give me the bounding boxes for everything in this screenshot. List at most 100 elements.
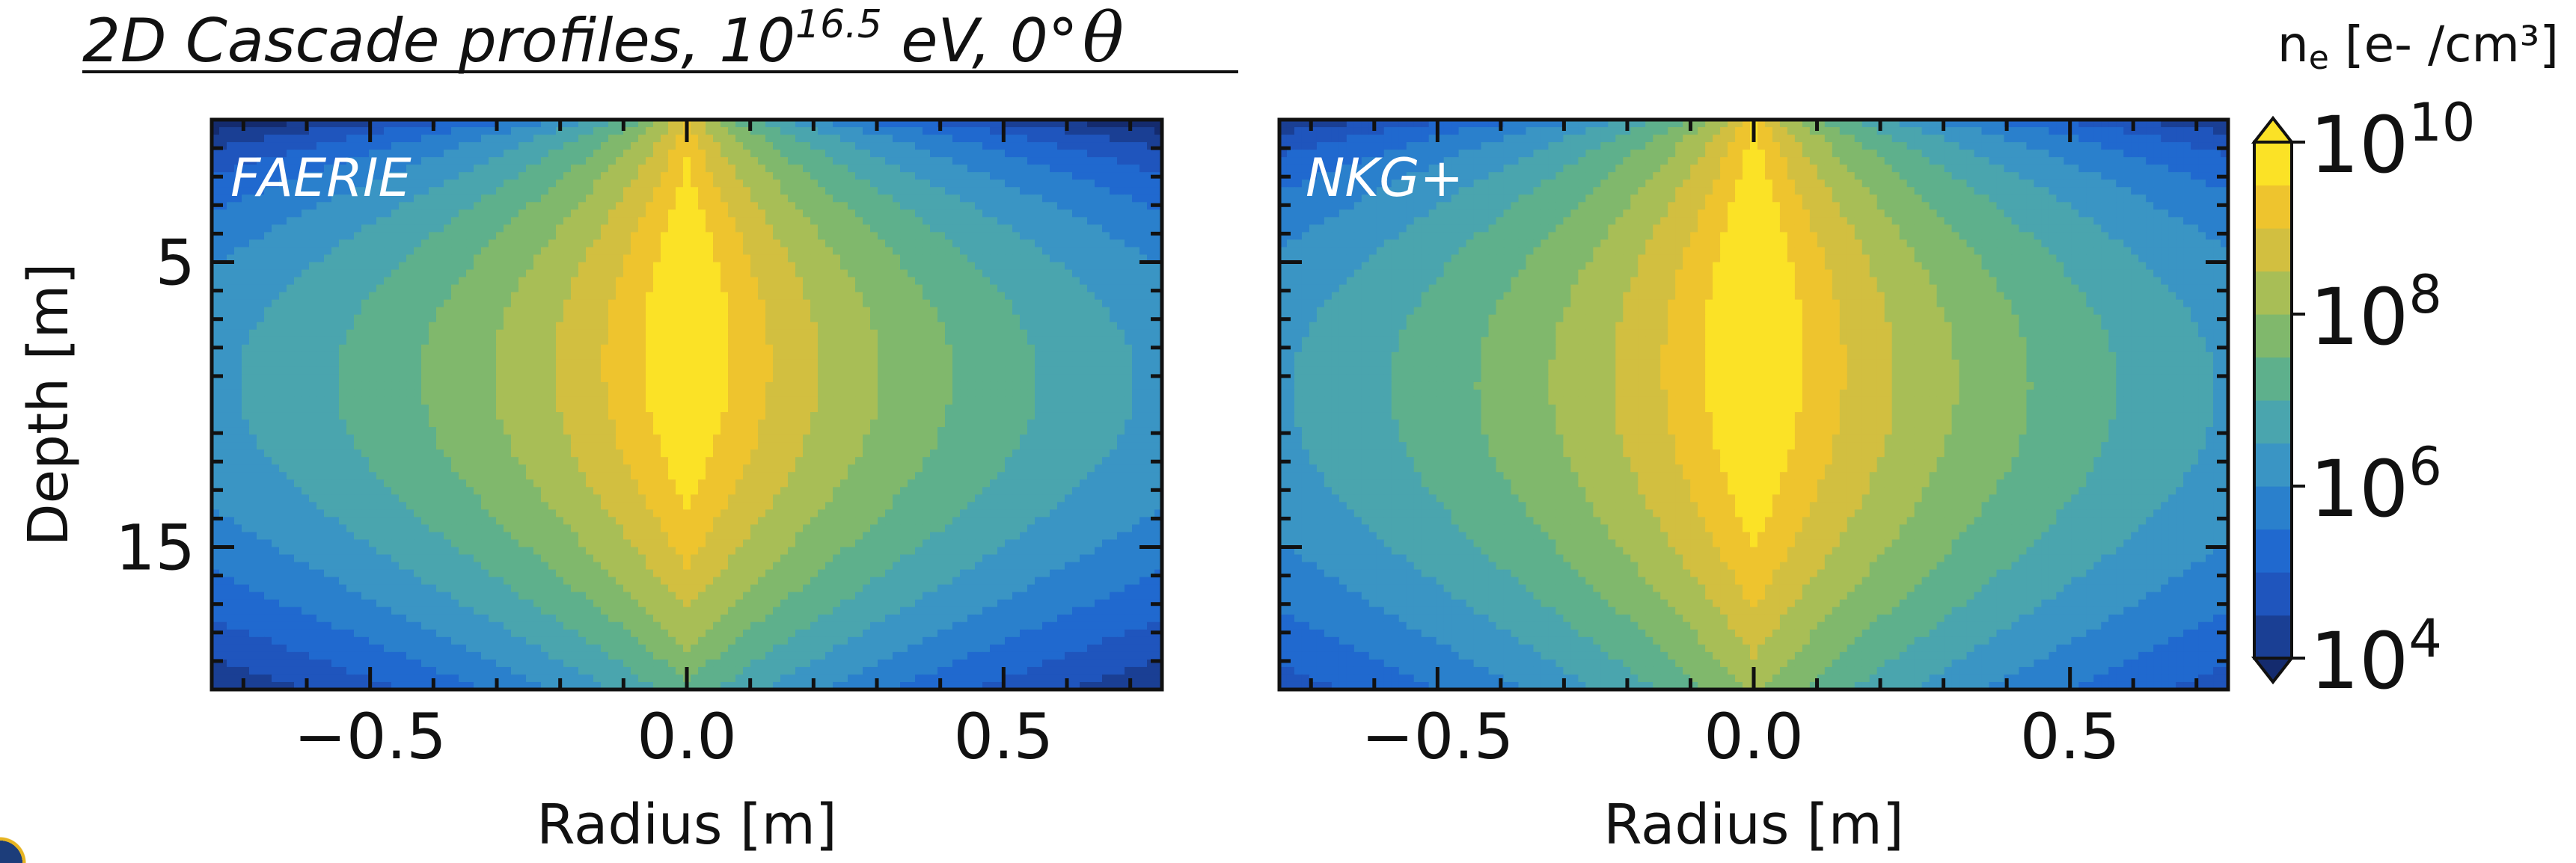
- heatmap-cell: [272, 351, 280, 360]
- heatmap-cell: [436, 307, 444, 316]
- heatmap-cell: [721, 232, 729, 241]
- heatmap-cell: [436, 127, 444, 135]
- heatmap-cell: [818, 254, 826, 263]
- heatmap-cell: [474, 209, 482, 218]
- heatmap-cell: [1005, 135, 1013, 143]
- heatmap-cell: [212, 165, 220, 173]
- heatmap-cell: [257, 396, 265, 405]
- heatmap-cell: [698, 322, 706, 331]
- heatmap-cell: [316, 247, 325, 256]
- heatmap-cell: [339, 179, 347, 188]
- heatmap-cell: [713, 224, 721, 233]
- heatmap-cell: [1065, 224, 1073, 233]
- heatmap-cell: [444, 150, 452, 158]
- heatmap-cell: [945, 329, 953, 338]
- heatmap-cell: [406, 224, 414, 233]
- heatmap-cell: [414, 232, 422, 241]
- heatmap-cell: [646, 187, 654, 195]
- heatmap-cell: [721, 239, 729, 248]
- heatmap-cell: [706, 405, 714, 413]
- heatmap-cell: [518, 157, 527, 165]
- heatmap-cell: [676, 150, 684, 158]
- heatmap-cell: [676, 405, 684, 413]
- heatmap-cell: [302, 165, 310, 173]
- heatmap-cell: [1139, 366, 1148, 375]
- heatmap-cell: [855, 389, 863, 398]
- heatmap-cell: [870, 194, 878, 203]
- heatmap-cell: [863, 366, 871, 375]
- heatmap-cell: [376, 179, 385, 188]
- heatmap-cell: [563, 127, 572, 135]
- heatmap-cell: [526, 396, 534, 405]
- heatmap-cell: [466, 269, 474, 278]
- heatmap-cell: [623, 262, 631, 271]
- heatmap-cell: [750, 232, 759, 241]
- heatmap-cell: [302, 359, 310, 368]
- heatmap-cell: [646, 344, 654, 353]
- heatmap-cell: [361, 179, 370, 188]
- heatmap-cell: [1042, 187, 1050, 195]
- heatmap-cell: [1057, 194, 1065, 203]
- heatmap-cell: [1020, 299, 1028, 308]
- heatmap-cell: [773, 232, 781, 241]
- heatmap-cell: [451, 284, 459, 293]
- heatmap-cell: [930, 217, 938, 225]
- heatmap-cell: [294, 247, 302, 256]
- heatmap-cell: [1095, 389, 1103, 398]
- heatmap-cell: [765, 239, 774, 248]
- heatmap-cell: [668, 359, 676, 368]
- heatmap-cell: [212, 389, 220, 398]
- heatmap-cell: [361, 405, 370, 413]
- heatmap-cell: [788, 322, 796, 331]
- heatmap-cell: [653, 344, 661, 353]
- heatmap-cell: [414, 209, 422, 218]
- heatmap-cell: [316, 179, 325, 188]
- heatmap-cell: [1065, 374, 1073, 383]
- heatmap-cell: [683, 262, 691, 271]
- heatmap-cell: [444, 307, 452, 316]
- heatmap-cell: [339, 142, 347, 150]
- heatmap-cell: [885, 366, 893, 375]
- heatmap-cell: [623, 351, 631, 360]
- heatmap-cell: [1117, 284, 1125, 293]
- heatmap-cell: [848, 217, 856, 225]
- heatmap-cell: [975, 396, 983, 405]
- heatmap-cell: [384, 351, 392, 360]
- heatmap-cell: [399, 262, 407, 271]
- heatmap-cell: [1035, 135, 1043, 143]
- heatmap-cell: [616, 405, 624, 413]
- heatmap-cell: [369, 351, 377, 360]
- heatmap-cell: [653, 284, 661, 293]
- heatmap-cell: [1110, 381, 1118, 390]
- heatmap-cell: [661, 127, 669, 135]
- heatmap-cell: [870, 292, 878, 301]
- heatmap-cell: [586, 381, 594, 390]
- heatmap-cell: [840, 187, 848, 195]
- heatmap-cell: [309, 314, 317, 323]
- heatmap-cell: [279, 194, 287, 203]
- heatmap-cell: [212, 351, 220, 360]
- heatmap-cell: [1102, 292, 1110, 301]
- heatmap-cell: [257, 217, 265, 225]
- heatmap-cell: [302, 322, 310, 331]
- heatmap-cell: [316, 135, 325, 143]
- heatmap-cell: [578, 344, 587, 353]
- heatmap-cell: [810, 366, 819, 375]
- heatmap-cell: [563, 172, 572, 180]
- heatmap-cell: [803, 142, 811, 150]
- heatmap-cell: [758, 172, 766, 180]
- heatmap-cell: [937, 262, 946, 271]
- heatmap-cell: [533, 337, 542, 345]
- heatmap-cell: [563, 351, 572, 360]
- heatmap-cell: [743, 120, 751, 128]
- heatmap-cell: [743, 389, 751, 398]
- heatmap-cell: [1005, 329, 1013, 338]
- heatmap-cell: [878, 179, 886, 188]
- heatmap-cell: [1080, 381, 1088, 390]
- heatmap-cell: [855, 172, 863, 180]
- heatmap-cell: [1005, 127, 1013, 135]
- heatmap-cell: [780, 187, 789, 195]
- heatmap-cell: [780, 337, 789, 345]
- heatmap-cell: [713, 232, 721, 241]
- heatmap-cell: [294, 299, 302, 308]
